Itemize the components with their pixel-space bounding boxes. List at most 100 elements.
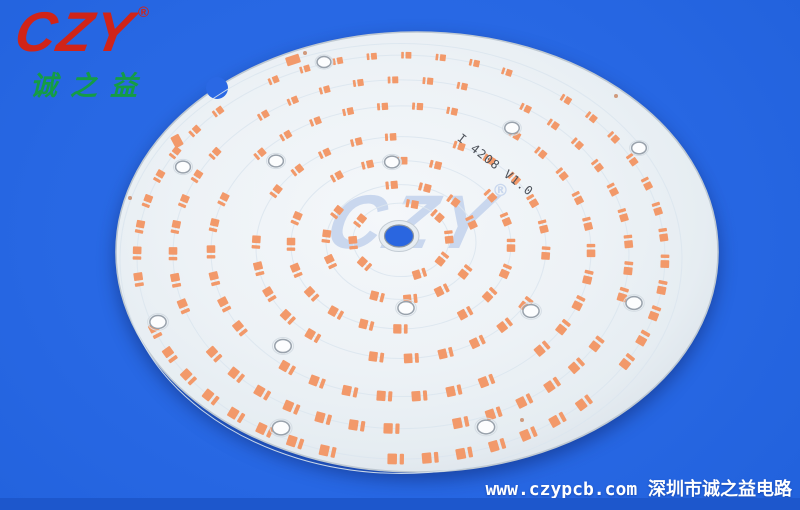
mount-hole — [625, 295, 643, 311]
led-pad-footprint — [421, 451, 439, 464]
led-pad — [433, 451, 439, 463]
led-pad-footprint — [289, 262, 303, 278]
led-pad — [341, 384, 352, 397]
led-pad — [625, 353, 635, 362]
led-pad — [466, 306, 474, 316]
led-pad — [489, 286, 498, 296]
led-pad — [624, 240, 634, 249]
led-pad — [418, 182, 423, 191]
led-pad-footprint — [178, 194, 190, 209]
led-pad — [352, 79, 357, 87]
led-pad — [267, 78, 273, 86]
led-pad — [555, 167, 563, 175]
led-pad — [584, 269, 594, 275]
led-pad — [330, 212, 338, 220]
led-pad — [530, 426, 538, 438]
mount-hole — [274, 338, 292, 354]
led-pad-footprint — [429, 159, 443, 170]
led-pad — [628, 157, 639, 167]
led-pad — [357, 78, 364, 87]
led-pad-footprint — [537, 219, 549, 234]
led-pad-footprint — [251, 235, 261, 249]
led-pad — [465, 215, 474, 222]
footer-url-text: www.czypcb.com — [485, 479, 638, 500]
led-pad — [253, 384, 266, 398]
led-pad-footprint — [153, 169, 166, 183]
led-pad-footprint — [286, 95, 299, 106]
led-pad-footprint — [384, 133, 397, 141]
led-pad — [588, 340, 601, 353]
led-pad-footprint — [176, 298, 191, 315]
led-pad — [501, 217, 512, 227]
led-pad — [433, 161, 443, 170]
bottom-band — [0, 498, 800, 510]
led-pad-footprint — [543, 376, 561, 393]
led-pad — [558, 171, 569, 181]
led-pad — [624, 261, 634, 266]
led-pad-footprint — [477, 373, 496, 389]
led-pad — [618, 358, 632, 371]
led-pad — [610, 134, 620, 144]
led-pad — [172, 282, 182, 288]
led-pad — [548, 415, 561, 428]
led-pad-footprint — [366, 52, 378, 61]
led-pad — [213, 353, 223, 363]
led-pad — [255, 270, 265, 277]
led-pad — [546, 118, 553, 126]
led-pad — [251, 245, 261, 249]
led-pad — [411, 390, 421, 402]
led-pad — [237, 412, 246, 424]
led-pad — [534, 146, 541, 154]
led-pad-footprint — [356, 256, 373, 272]
led-pad — [193, 169, 204, 179]
led-pad — [457, 268, 469, 280]
led-pad — [395, 423, 400, 434]
led-pad — [227, 406, 240, 420]
led-pad-footprint — [625, 152, 639, 167]
mount-hole-ring — [623, 294, 645, 312]
led-pad — [134, 282, 144, 287]
led-pad-footprint — [232, 320, 248, 337]
led-pad-footprint — [555, 167, 569, 181]
led-pad — [524, 296, 534, 304]
led-pad — [191, 124, 202, 134]
led-pad — [389, 133, 397, 141]
led-pad-footprint — [252, 261, 265, 277]
brand-logo-chinese-text: 诚之益 — [30, 71, 150, 102]
led-pad — [403, 353, 413, 364]
led-pad — [499, 212, 509, 218]
led-pad — [559, 93, 566, 101]
led-pad — [576, 357, 585, 367]
led-pad-footprint — [401, 51, 412, 59]
led-pad — [528, 198, 539, 209]
led-pad — [555, 323, 567, 336]
led-pad — [293, 271, 303, 278]
led-pad — [552, 376, 561, 387]
led-pad — [365, 159, 375, 169]
led-pad — [208, 227, 218, 233]
led-pad-footprint — [519, 102, 532, 114]
led-pad — [434, 255, 446, 267]
led-pad-footprint — [519, 426, 538, 442]
led-pad-footprint — [368, 351, 385, 363]
led-pad — [263, 390, 272, 401]
led-pad — [439, 54, 447, 62]
led-pad — [405, 199, 410, 208]
led-pad — [401, 51, 404, 59]
led-pad — [384, 133, 389, 141]
led-pad — [353, 220, 362, 228]
led-pad — [567, 361, 581, 375]
led-pad — [133, 272, 144, 282]
led-pad — [288, 365, 296, 376]
led-pad-footprint — [308, 374, 326, 389]
led-pad-footprint — [227, 366, 245, 384]
footer-watermark: www.czypcb.com 深圳市诚之益电路 — [485, 475, 792, 501]
led-pad — [457, 142, 466, 152]
led-pad — [421, 267, 428, 277]
led-pad-footprint — [350, 137, 363, 147]
mount-hole-ring — [474, 417, 498, 437]
led-pad — [271, 75, 280, 84]
led-pad — [325, 414, 332, 426]
led-pad — [647, 310, 660, 322]
led-pad — [322, 229, 332, 238]
